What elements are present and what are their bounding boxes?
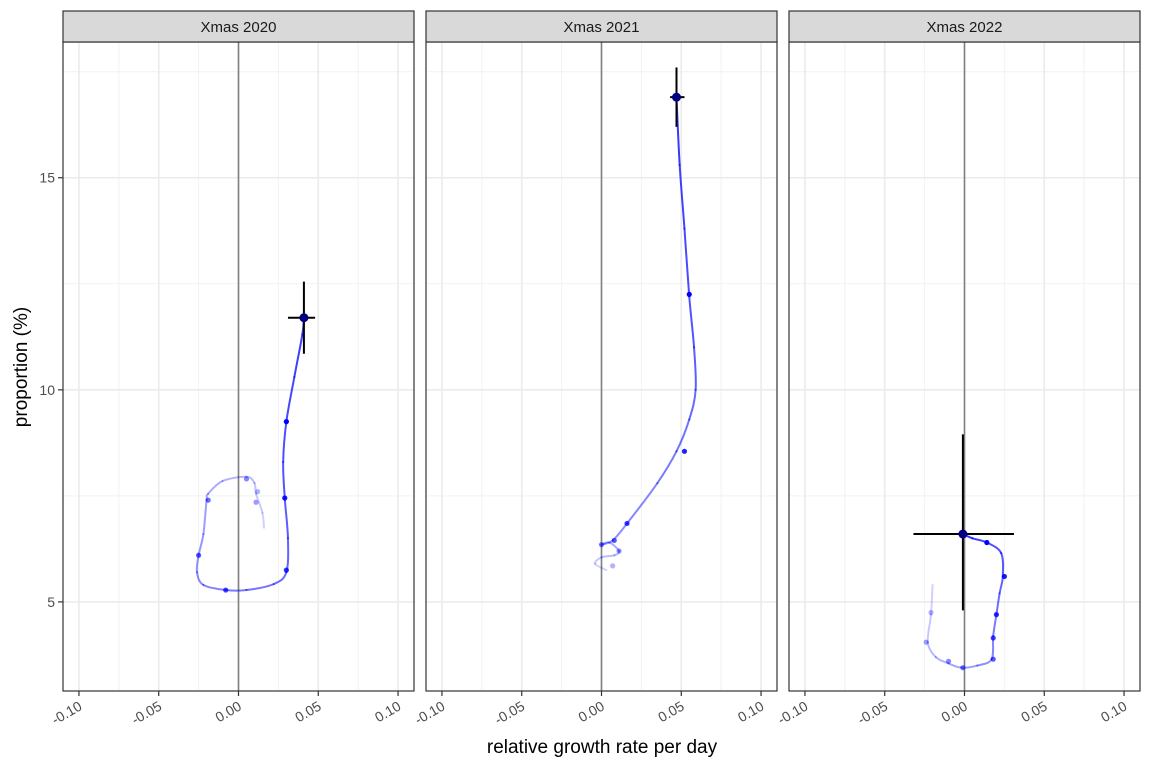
facet-strip-label: Xmas 2022 — [927, 19, 1003, 36]
trajectory-line — [283, 497, 289, 540]
trajectory-point — [598, 542, 605, 548]
trajectory-line — [202, 499, 208, 536]
trajectory-line — [926, 641, 937, 659]
trajectory-point — [681, 448, 688, 454]
x-tick-label: 0.00 — [212, 698, 244, 726]
x-tick-label: 0.10 — [1098, 698, 1130, 726]
trajectory-point — [1001, 573, 1007, 580]
trajectory-line — [285, 376, 296, 423]
x-tick-label: -0.10 — [775, 698, 811, 728]
trajectory-line — [224, 589, 248, 592]
trajectory-line — [976, 658, 993, 667]
trajectory-line — [675, 418, 691, 453]
trajectory-line — [656, 450, 678, 485]
trajectory-line — [930, 583, 934, 616]
x-tick-label: 0.05 — [292, 698, 324, 726]
x-tick-label: -0.10 — [49, 698, 85, 728]
x-tick-label: 0.00 — [938, 698, 970, 726]
trajectory-point — [243, 476, 250, 482]
trajectory-line — [293, 333, 304, 379]
trajectory-point — [686, 291, 692, 297]
trajectory-line — [221, 475, 248, 483]
facet-panel: Xmas 2022 -0.10 -0.05 0.00 0.05 0.10 — [775, 10, 1141, 728]
trajectory-point — [196, 552, 202, 558]
x-tick-label: 0.00 — [575, 698, 607, 726]
trajectory-point — [624, 520, 630, 527]
trajectory-line — [255, 492, 264, 514]
current-estimate-point — [299, 313, 309, 323]
trajectory-line — [613, 550, 621, 557]
trajectory-point — [282, 495, 288, 501]
x-tick-label: -0.05 — [492, 698, 528, 728]
trajectory-line — [253, 482, 258, 495]
trajectory-line — [688, 295, 696, 349]
trajectory-point — [923, 639, 929, 645]
trajectory-point — [960, 665, 966, 671]
trajectory-point — [928, 609, 934, 616]
trajectory-point — [993, 612, 1000, 618]
trajectory-point — [205, 497, 211, 503]
trajectory-point — [255, 489, 261, 495]
trajectory-point — [984, 539, 990, 546]
facet-panel: Xmas 2020 -0.10 -0.05 0.00 0.05 0.10 5 10 15 — [39, 10, 415, 728]
trajectory-line — [934, 656, 950, 665]
trajectory-line — [693, 346, 697, 391]
trajectory-line — [245, 583, 275, 592]
trajectory-point — [611, 537, 617, 544]
trajectory-line — [207, 480, 224, 495]
facet-strip-label: Xmas 2020 — [201, 19, 277, 36]
trajectory-line — [196, 571, 205, 586]
trajectory-line — [282, 460, 286, 499]
x-tick-label: 0.10 — [735, 698, 767, 726]
trajectory-point — [610, 563, 616, 569]
trajectory-point — [990, 635, 996, 641]
x-tick-label: 0.05 — [655, 698, 687, 726]
facet-panel: Xmas 2021 -0.10 -0.05 0.00 0.05 0.10 — [412, 10, 778, 728]
x-tick-label: -0.05 — [855, 698, 891, 728]
trajectory-line — [688, 388, 697, 421]
x-tick-label: 0.10 — [372, 698, 404, 726]
y-tick-label: 15 — [39, 170, 55, 186]
x-tick-label: -0.05 — [129, 698, 165, 728]
trajectory-line — [272, 571, 288, 586]
trajectory-line — [678, 164, 686, 230]
y-axis-title: proportion (%) — [11, 307, 32, 427]
y-tick-label: 5 — [47, 594, 55, 610]
trajectory-point — [283, 419, 289, 425]
trajectory-point — [223, 587, 229, 593]
trajectory-line — [245, 475, 256, 485]
trajectory-point — [253, 499, 259, 505]
trajectory-line — [594, 562, 608, 572]
trajectory-line — [626, 482, 659, 525]
trajectory-point — [283, 567, 289, 573]
current-estimate-point — [671, 92, 681, 102]
trajectory-point — [990, 656, 996, 662]
facet-strip — [62, 10, 415, 43]
trajectory-point — [945, 658, 952, 664]
trajectory-line — [594, 556, 603, 565]
x-tick-label: -0.10 — [412, 698, 448, 728]
current-estimate-point — [958, 529, 968, 539]
x-tick-label: 0.05 — [1018, 698, 1050, 726]
facet-strip-label: Xmas 2021 — [564, 19, 640, 36]
trajectory-line — [608, 541, 621, 553]
trajectory-line — [282, 420, 288, 463]
trajectory-point — [616, 548, 622, 554]
facet-strip — [425, 10, 778, 43]
panels-layer: Xmas 2020-0.10 -0.05 0.00 0.05 0.1051015Xmas… — [39, 10, 1141, 728]
trajectory-line — [947, 662, 963, 669]
x-axis-title: relative growth rate per day — [487, 737, 718, 758]
trajectory-line — [926, 613, 932, 644]
facet-strip — [788, 10, 1141, 43]
trajectory-line — [261, 511, 266, 529]
trajectory-line — [600, 554, 616, 559]
trajectory-line — [683, 227, 691, 298]
y-tick-label: 10 — [39, 382, 55, 398]
